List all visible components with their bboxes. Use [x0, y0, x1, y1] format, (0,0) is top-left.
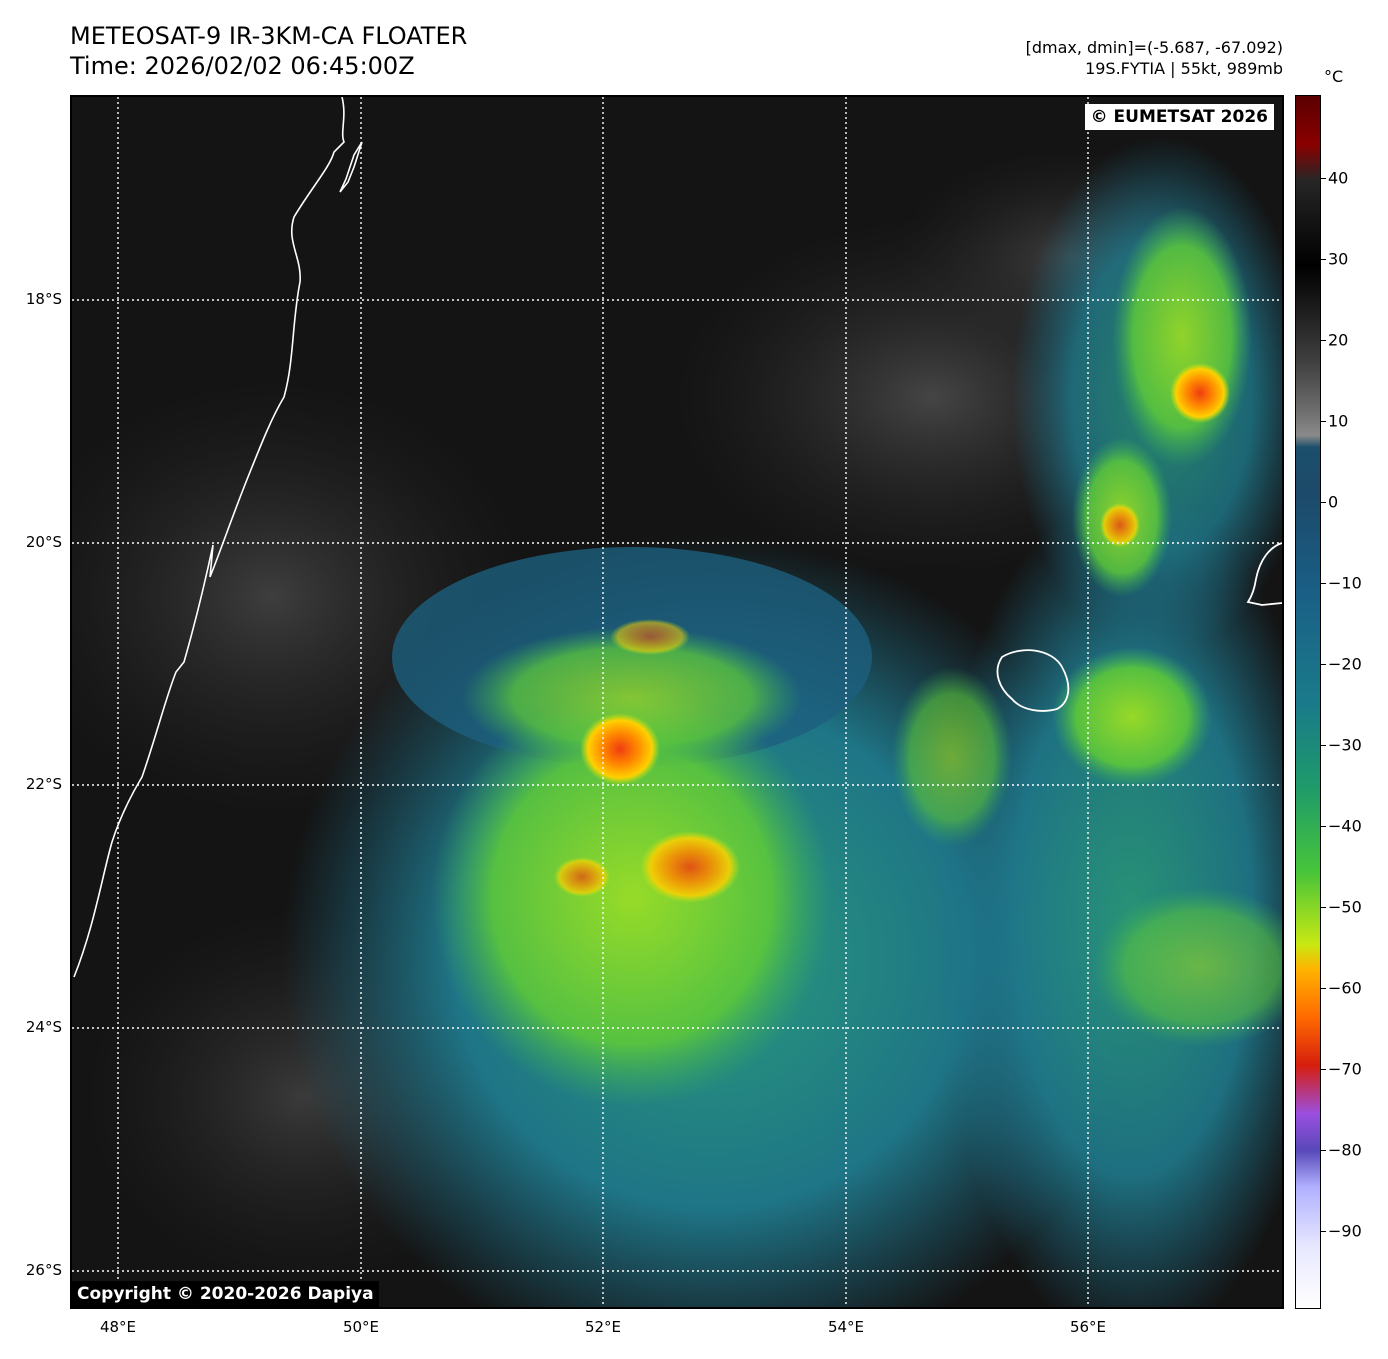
copyright-notice: Copyright © 2020-2026 Dapiya — [72, 1281, 379, 1307]
eumetsat-credit: © EUMETSAT 2026 — [1084, 104, 1274, 130]
colorbar-tick-mark — [1321, 1231, 1326, 1232]
colorbar-tick-label: 0 — [1328, 492, 1339, 512]
colorbar-tick-label: −50 — [1328, 897, 1362, 917]
colorbar-tick-mark — [1321, 907, 1326, 908]
lat-label-24s: 24°S — [25, 1018, 62, 1036]
colorbar-tick-mark — [1321, 745, 1326, 746]
lon-label-50e: 50°E — [342, 1318, 380, 1336]
colorbar-tick-mark — [1321, 988, 1326, 989]
lat-label-22s: 22°S — [25, 775, 62, 793]
colorbar-tick-mark — [1321, 1150, 1326, 1151]
colorbar-tick-mark — [1321, 826, 1326, 827]
lon-label-48e: 48°E — [99, 1318, 137, 1336]
east-convection — [1052, 647, 1212, 787]
dmax-dmin-readout: [dmax, dmin]=(-5.687, -67.092) — [1025, 38, 1283, 57]
colorbar-tick-label: 20 — [1328, 330, 1349, 350]
madagascar-coastline — [73, 97, 345, 978]
deep-convection-cell — [554, 857, 610, 897]
lon-label-52e: 52°E — [584, 1318, 622, 1336]
lon-label-54e: 54°E — [827, 1318, 865, 1336]
cyclone-convection — [432, 687, 832, 1107]
colorbar-tick-label: 40 — [1328, 168, 1349, 188]
colorbar-unit: °C — [1324, 67, 1344, 86]
lat-label-18s: 18°S — [25, 290, 62, 308]
lat-label-20s: 20°S — [25, 533, 62, 551]
ir-imagery — [72, 97, 1282, 1307]
deep-convection-cell — [610, 619, 690, 655]
band-convection — [892, 667, 1012, 847]
colorbar-tick-mark — [1321, 502, 1326, 503]
graticule — [72, 97, 1282, 1307]
colorbar-tick-label: −60 — [1328, 978, 1362, 998]
colorbar-tick-label: −90 — [1328, 1221, 1362, 1241]
lat-label-26s: 26°S — [25, 1261, 62, 1279]
colorbar-tick-mark — [1321, 259, 1326, 260]
colorbar-tick-label: 30 — [1328, 249, 1349, 269]
east-convection — [1092, 887, 1282, 1047]
colorbar-tick-label: 10 — [1328, 411, 1349, 431]
spiral-band-convection — [462, 627, 802, 767]
deep-convection-cell — [1170, 363, 1230, 423]
sainte-marie-coastline — [339, 141, 363, 193]
colorbar-tick-label: −10 — [1328, 573, 1362, 593]
colorbar-tick-mark — [1321, 340, 1326, 341]
deep-convection-cell — [1100, 503, 1140, 547]
satellite-map: © EUMETSAT 2026 Copyright © 2020-2026 Da… — [70, 95, 1284, 1309]
colorbar-tick-mark — [1321, 664, 1326, 665]
mauritius-coastline — [1246, 542, 1282, 606]
colorbar-tick-mark — [1321, 1069, 1326, 1070]
image-time: Time: 2026/02/02 06:45:00Z — [70, 52, 415, 80]
image-title: METEOSAT-9 IR-3KM-CA FLOATER — [70, 22, 468, 50]
colorbar-tick-mark — [1321, 583, 1326, 584]
northeast-convection — [1112, 207, 1252, 467]
colorbar-tick-label: −70 — [1328, 1059, 1362, 1079]
lon-label-56e: 56°E — [1069, 1318, 1107, 1336]
deep-convection-core — [580, 713, 660, 785]
colorbar-tick-mark — [1321, 178, 1326, 179]
temperature-colorbar — [1295, 95, 1321, 1309]
colorbar-tick-label: −80 — [1328, 1140, 1362, 1160]
colorbar-tick-label: −30 — [1328, 735, 1362, 755]
colorbar-tick-label: −40 — [1328, 816, 1362, 836]
reunion-coastline — [996, 649, 1070, 712]
colorbar-tick-label: −20 — [1328, 654, 1362, 674]
storm-info: 19S.FYTIA | 55kt, 989mb — [1085, 59, 1283, 78]
deep-convection-cell — [640, 831, 740, 903]
colorbar-tick-mark — [1321, 421, 1326, 422]
